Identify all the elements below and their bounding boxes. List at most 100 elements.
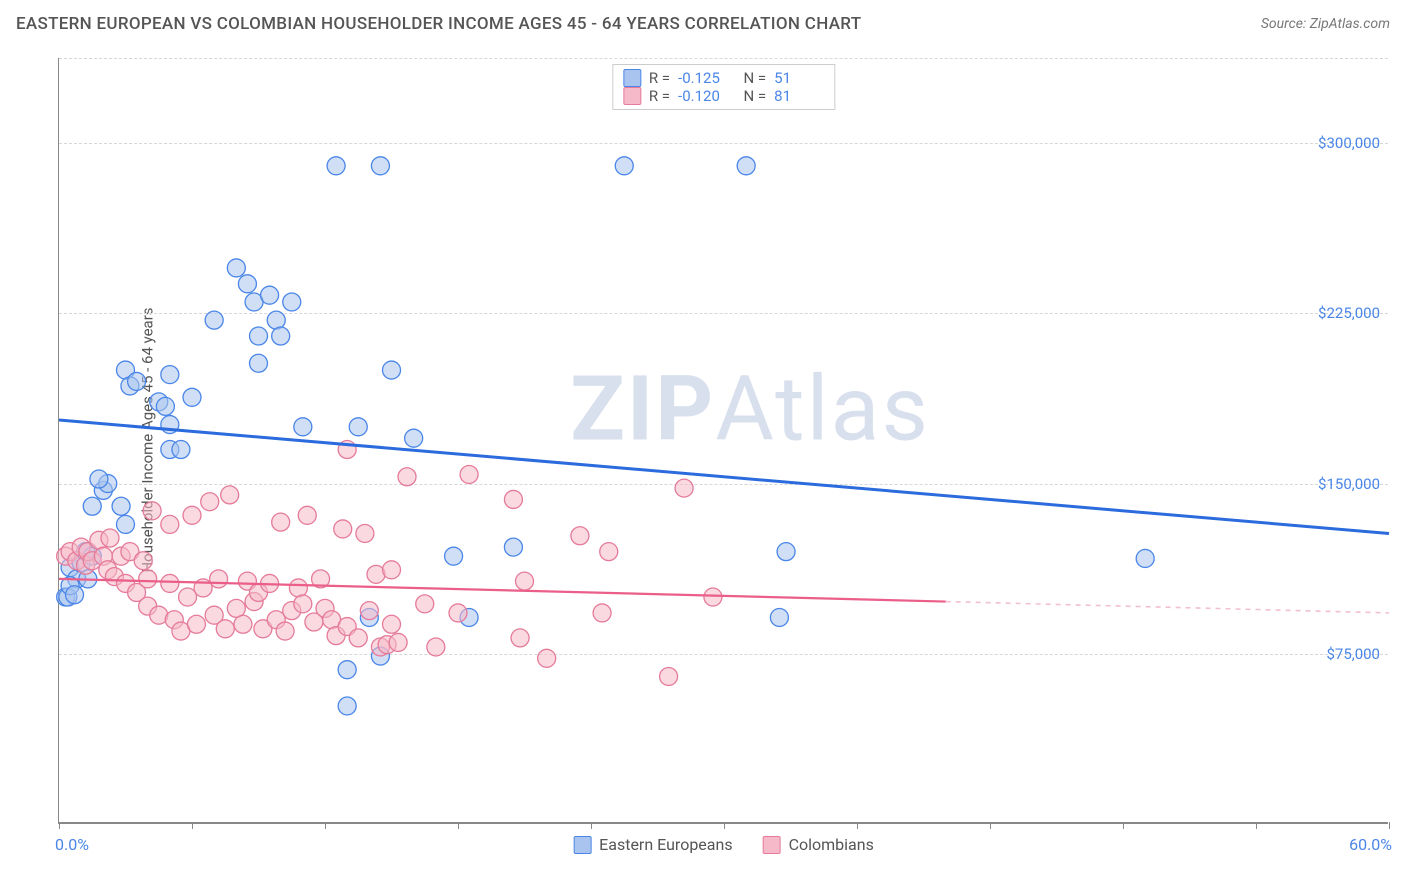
legend-swatch (763, 836, 781, 854)
scatter-point (250, 354, 268, 372)
plot-svg (59, 58, 1388, 822)
scatter-point (250, 327, 268, 345)
scatter-point (216, 620, 234, 638)
scatter-point (675, 479, 693, 497)
scatter-point (210, 570, 228, 588)
x-tick (325, 822, 326, 829)
scatter-point (66, 586, 84, 604)
scatter-point (272, 513, 290, 531)
scatter-point (538, 649, 556, 667)
scatter-point (389, 633, 407, 651)
stat-r-value: -0.125 (678, 69, 728, 87)
stats-row: R =-0.120 N =81 (623, 87, 824, 105)
x-tick (724, 822, 725, 829)
chart-title: EASTERN EUROPEAN VS COLOMBIAN HOUSEHOLDE… (16, 14, 861, 34)
scatter-point (143, 502, 161, 520)
x-tick (1256, 822, 1257, 829)
scatter-point (777, 543, 795, 561)
scatter-point (504, 490, 522, 508)
scatter-point (338, 661, 356, 679)
scatter-point (349, 418, 367, 436)
stat-n-label: N = (736, 69, 766, 87)
x-tick (591, 822, 592, 829)
stats-legend-box: R =-0.125 N =51R =-0.120 N =81 (612, 64, 835, 110)
legend-item: Eastern Europeans (573, 835, 732, 854)
scatter-point (334, 520, 352, 538)
stat-n-label: N = (736, 87, 766, 105)
scatter-point (161, 366, 179, 384)
scatter-point (267, 311, 285, 329)
scatter-point (593, 604, 611, 622)
legend-swatch (573, 836, 591, 854)
legend-swatch (623, 87, 641, 105)
source-label: Source: ZipAtlas.com (1261, 16, 1390, 32)
scatter-point (571, 527, 589, 545)
scatter-point (427, 638, 445, 656)
x-tick (1123, 822, 1124, 829)
scatter-point (504, 538, 522, 556)
scatter-point (600, 543, 618, 561)
scatter-point (139, 570, 157, 588)
scatter-point (371, 157, 389, 175)
scatter-point (383, 561, 401, 579)
x-tick (192, 822, 193, 829)
scatter-point (128, 372, 146, 390)
legend: Eastern Europeans Colombians (573, 835, 874, 854)
scatter-point (289, 579, 307, 597)
scatter-point (276, 622, 294, 640)
trend-line-extrapolated (946, 602, 1389, 613)
scatter-point (398, 468, 416, 486)
x-axis-max-label: 60.0% (1349, 835, 1392, 854)
legend-label: Colombians (789, 835, 874, 854)
scatter-point (405, 429, 423, 447)
scatter-point (234, 615, 252, 633)
scatter-point (449, 604, 467, 622)
scatter-point (615, 157, 633, 175)
scatter-point (221, 486, 239, 504)
legend-item: Colombians (763, 835, 874, 854)
scatter-point (83, 497, 101, 515)
stats-row: R =-0.125 N =51 (623, 69, 824, 87)
scatter-point (338, 697, 356, 715)
scatter-point (704, 588, 722, 606)
scatter-point (205, 311, 223, 329)
scatter-point (516, 572, 534, 590)
trend-line (59, 420, 1389, 533)
scatter-point (272, 327, 290, 345)
legend-swatch (623, 69, 641, 87)
x-tick (1389, 822, 1390, 829)
scatter-point (134, 552, 152, 570)
scatter-point (161, 574, 179, 592)
scatter-point (238, 275, 256, 293)
scatter-point (117, 515, 135, 533)
scatter-plot: Householder Income Ages 45 - 64 years $7… (58, 58, 1388, 824)
x-tick (857, 822, 858, 829)
stat-n-value: 51 (774, 69, 824, 87)
scatter-point (161, 515, 179, 533)
legend-label: Eastern Europeans (599, 835, 732, 854)
scatter-point (172, 441, 190, 459)
scatter-point (445, 547, 463, 565)
scatter-point (261, 286, 279, 304)
scatter-point (90, 470, 108, 488)
scatter-point (187, 615, 205, 633)
scatter-point (283, 293, 301, 311)
scatter-point (156, 397, 174, 415)
scatter-point (327, 157, 345, 175)
x-tick (59, 822, 60, 829)
scatter-point (383, 361, 401, 379)
scatter-point (660, 667, 678, 685)
scatter-point (101, 529, 119, 547)
scatter-point (183, 506, 201, 524)
scatter-point (416, 595, 434, 613)
scatter-point (356, 524, 374, 542)
scatter-point (183, 388, 201, 406)
x-tick (990, 822, 991, 829)
scatter-point (360, 602, 378, 620)
scatter-point (737, 157, 755, 175)
scatter-point (227, 259, 245, 277)
scatter-point (349, 629, 367, 647)
scatter-point (294, 595, 312, 613)
stat-n-value: 81 (774, 87, 824, 105)
scatter-point (770, 608, 788, 626)
